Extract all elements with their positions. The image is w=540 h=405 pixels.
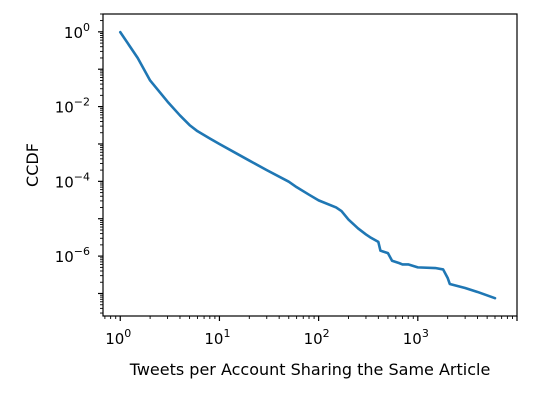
- y-tick-label: 10−6: [55, 245, 90, 266]
- x-tick-label: 101: [204, 327, 230, 348]
- labels-layer: 100 101 102 103 100 10−2 10−4 10−6: [55, 21, 429, 348]
- plot-frame: [102, 13, 518, 317]
- x-axis-label: Tweets per Account Sharing the Same Arti…: [129, 360, 491, 379]
- x-tick-label: 100: [105, 327, 131, 348]
- y-tick-label: 100: [64, 21, 90, 42]
- y-tick-label: 10−2: [55, 96, 90, 117]
- x-tick-label: 103: [403, 327, 429, 348]
- y-tick-label: 10−4: [55, 170, 90, 191]
- x-tick-label: 102: [304, 327, 330, 348]
- y-axis-label: CCDF: [23, 143, 42, 187]
- series-line-ccdf: [118, 30, 497, 300]
